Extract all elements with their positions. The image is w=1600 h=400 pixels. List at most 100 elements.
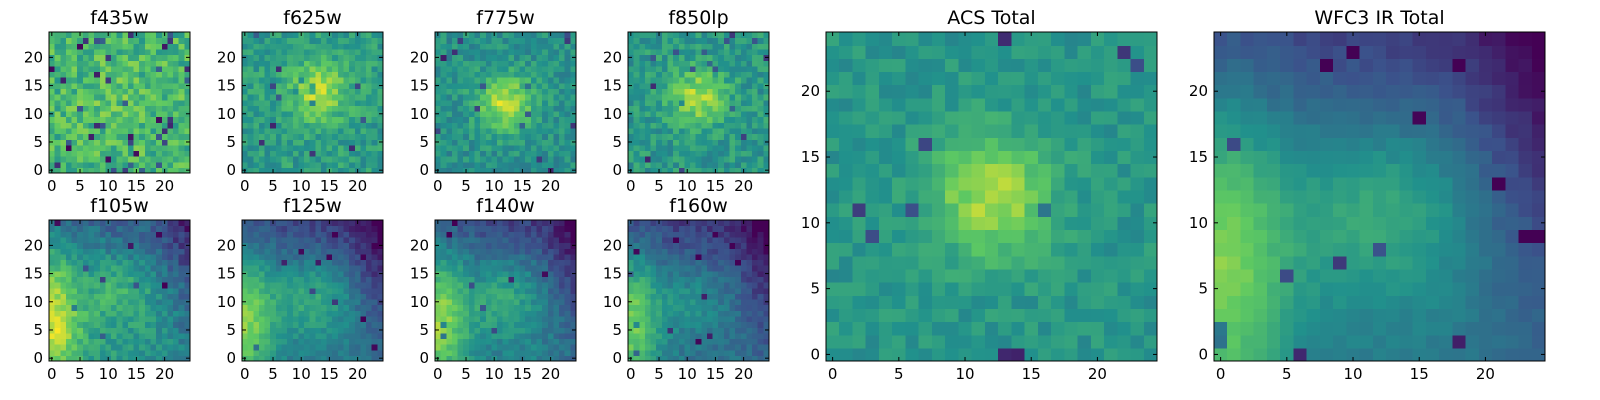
- pixel-cell: [315, 54, 322, 61]
- pixel-cell: [184, 231, 191, 238]
- pixel-cell: [763, 88, 770, 95]
- pixel-cell: [247, 231, 254, 238]
- pixel-cell: [144, 77, 152, 84]
- pixel-cell: [502, 110, 509, 118]
- pixel-cell: [337, 77, 345, 84]
- pixel-cell: [746, 144, 753, 152]
- pixel-cell: [247, 270, 254, 277]
- pixel-cell: [650, 167, 657, 174]
- pixel-cell: [525, 105, 532, 112]
- pixel-cell: [547, 161, 555, 168]
- pixel-cell: [678, 139, 685, 146]
- pixel-cell: [457, 293, 464, 300]
- pixel-cell: [133, 105, 140, 112]
- pixel-cell: [513, 349, 521, 356]
- pixel-cell: [150, 105, 157, 112]
- y-tick-label: 20: [410, 236, 429, 254]
- pixel-cell: [377, 60, 384, 67]
- pixel-cell: [667, 338, 674, 345]
- pixel-cell: [564, 82, 571, 89]
- pixel-cell: [354, 315, 362, 323]
- pixel-cell: [570, 231, 577, 238]
- pixel-cell: [723, 48, 731, 56]
- pixel-cell: [735, 37, 742, 44]
- pixel-cell: [650, 99, 657, 106]
- pixel-cell: [650, 105, 657, 112]
- pixel-cell: [451, 248, 459, 255]
- pixel-cell: [485, 321, 492, 328]
- pixel-cell: [326, 231, 333, 238]
- pixel-cell: [564, 225, 571, 232]
- pixel-cell: [468, 242, 476, 249]
- pixel-cell: [60, 127, 67, 135]
- pixel-cell: [435, 48, 442, 56]
- pixel-cell: [161, 298, 169, 306]
- pixel-cell: [337, 60, 345, 67]
- pixel-cell: [349, 282, 356, 289]
- pixel-cell: [326, 338, 333, 345]
- pixel-cell: [281, 105, 288, 112]
- pixel-cell: [111, 282, 118, 289]
- pixel-cell: [525, 259, 532, 266]
- pixel-cell: [360, 37, 367, 44]
- pixel-cell: [320, 287, 328, 294]
- pixel-cell: [746, 122, 753, 129]
- pixel-cell: [275, 161, 283, 168]
- pixel-cell: [752, 144, 759, 152]
- pixel-cell: [292, 242, 299, 249]
- pixel-cell: [729, 293, 736, 300]
- pixel-cell: [127, 304, 135, 311]
- pixel-cell: [463, 122, 470, 129]
- pixel-cell: [656, 315, 663, 323]
- pixel-cell: [144, 315, 152, 323]
- pixel-cell: [366, 116, 373, 123]
- pixel-cell: [144, 242, 152, 249]
- pixel-cell: [127, 332, 135, 340]
- pixel-cell: [150, 265, 157, 272]
- pixel-cell: [485, 236, 492, 244]
- pixel-cell: [242, 231, 249, 238]
- pixel-cell: [723, 37, 731, 44]
- pixel-cell: [173, 220, 180, 227]
- pixel-cell: [729, 105, 736, 112]
- pixel-cell: [270, 315, 277, 323]
- pixel-cell: [49, 127, 56, 135]
- pixel-cell: [485, 127, 492, 135]
- pixel-cell: [133, 43, 140, 50]
- pixel-cell: [99, 43, 106, 50]
- pixel-cell: [139, 287, 146, 294]
- pixel-cell: [480, 355, 487, 362]
- pixel-cell: [116, 32, 123, 39]
- pixel-cell: [349, 231, 356, 238]
- pixel-cell: [116, 156, 123, 163]
- pixel-cell: [740, 338, 748, 345]
- pixel-cell: [354, 99, 362, 106]
- pixel-cell: [77, 43, 84, 50]
- pixel-cell: [337, 133, 345, 140]
- pixel-cell: [656, 88, 663, 95]
- pixel-cell: [639, 321, 646, 328]
- pixel-cell: [536, 315, 543, 323]
- pixel-cell: [60, 344, 67, 351]
- pixel-cell: [457, 71, 464, 78]
- pixel-cell: [139, 60, 146, 67]
- pixel-cell: [88, 105, 95, 112]
- pixel-cell: [127, 99, 135, 106]
- pixel-cell: [667, 304, 674, 311]
- pixel-cell: [184, 225, 191, 232]
- pixel-cell: [729, 122, 736, 129]
- pixel-cell: [440, 156, 447, 163]
- pixel-cell: [446, 82, 453, 89]
- pixel-cell: [519, 82, 526, 89]
- pixel-cell: [173, 110, 180, 118]
- pixel-cell: [184, 236, 191, 244]
- pixel-cell: [88, 133, 95, 140]
- pixel-cell: [88, 344, 95, 351]
- pixel-cell: [377, 321, 384, 328]
- pixel-cell: [127, 71, 135, 78]
- pixel-cell: [139, 332, 146, 340]
- pixel-cell: [304, 122, 311, 129]
- pixel-cell: [536, 321, 543, 328]
- pixel-cell: [65, 349, 73, 356]
- pixel-cell: [491, 105, 498, 112]
